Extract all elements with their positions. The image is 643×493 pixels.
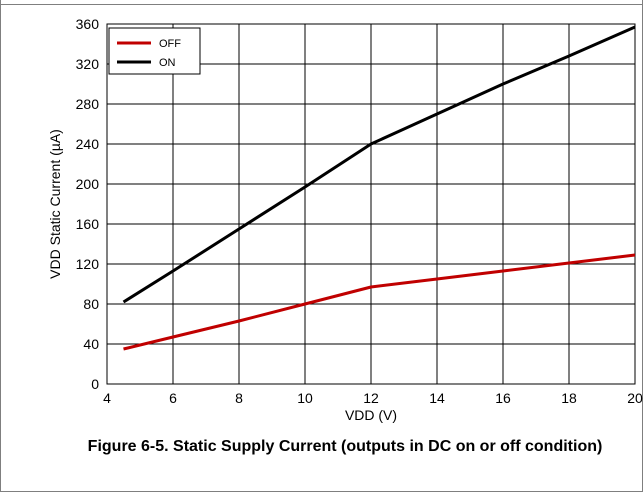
y-tick-label: 80 [83,296,99,312]
top-border [0,4,643,5]
legend-label-on: ON [159,57,176,69]
series-lines [122,25,636,351]
x-tick-label: 14 [429,390,445,406]
x-tick-label: 12 [363,390,379,406]
chart: 4 6 8 10 12 14 16 18 20 0 40 80 120 160 200 240 280 320 3… [47,16,643,423]
x-tick-label: 4 [103,390,111,406]
y-tick-label: 0 [91,376,99,392]
y-tick-label: 120 [76,256,100,272]
legend: OFF ON [108,27,201,75]
y-tick-label: 280 [76,96,100,112]
x-tick-label: 18 [561,390,577,406]
legend-label-off: OFF [159,38,181,50]
x-tick-label: 8 [235,390,243,406]
plot-border [106,23,636,385]
x-axis-label: VDD (V) [345,407,397,423]
grid [106,23,636,385]
y-axis-label: VDD Static Current (µA) [47,129,63,279]
x-tick-labels: 4 6 8 10 12 14 16 18 20 [103,390,643,406]
y-tick-label: 200 [76,176,100,192]
y-tick-label: 360 [76,16,100,32]
y-tick-label: 240 [76,136,100,152]
figure-caption: Figure 6-5. Static Supply Current (outpu… [87,438,603,455]
y-tick-label: 40 [83,336,99,352]
x-tick-label: 6 [169,390,177,406]
x-tick-label: 10 [297,390,313,406]
series-line-off [123,253,636,351]
y-tick-labels: 0 40 80 120 160 200 240 280 320 360 [76,16,100,392]
y-tick-label: 320 [76,56,100,72]
y-tick-label: 160 [76,216,100,232]
legend-box [108,27,201,75]
x-tick-label: 16 [495,390,511,406]
x-tick-label: 20 [627,390,643,406]
series-line-on [122,25,636,304]
